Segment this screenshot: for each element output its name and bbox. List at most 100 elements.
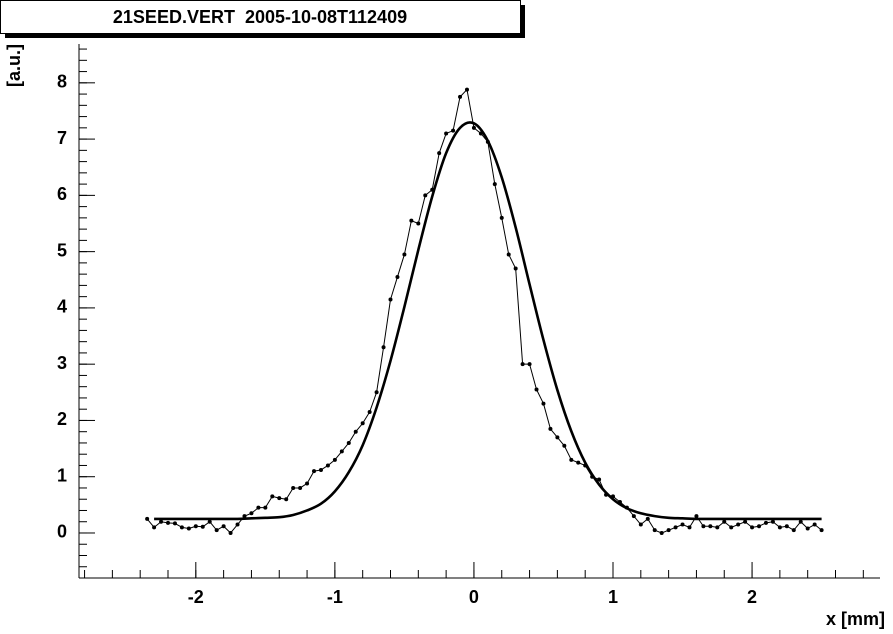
data-point (652, 528, 657, 533)
data-point (645, 516, 650, 521)
y-tick-label: 6 (57, 184, 67, 204)
data-point (770, 519, 775, 524)
data-point (186, 526, 191, 531)
data-point (527, 362, 532, 367)
x-tick-label: 0 (469, 587, 479, 607)
data-point (249, 511, 254, 516)
data-point (325, 463, 330, 468)
data-point (221, 524, 226, 529)
data-point (680, 522, 685, 527)
y-tick-label: 4 (57, 297, 67, 317)
data-point (791, 528, 796, 533)
data-point (374, 390, 379, 395)
fit-curve (154, 121, 822, 521)
data-point (166, 520, 170, 525)
data-point (381, 345, 386, 350)
x-tick-label: -2 (188, 587, 204, 607)
data-point (214, 528, 219, 533)
data-point (666, 528, 671, 533)
data-point (520, 362, 525, 367)
data-point (757, 524, 762, 529)
data-point (701, 524, 706, 529)
data-point (395, 274, 400, 279)
data-point (805, 526, 810, 531)
chart-title: 21SEED.VERT 2005-10-08T112409 (113, 7, 407, 27)
data-point (207, 519, 212, 524)
data-point (819, 528, 824, 533)
data-point (346, 440, 351, 445)
data-point (722, 519, 727, 524)
y-tick-label: 3 (57, 353, 67, 373)
data-point (423, 193, 428, 198)
data-point (458, 94, 463, 99)
data-point (555, 435, 560, 440)
y-axis-label: [a.u.] (4, 44, 24, 87)
data-point (305, 481, 310, 486)
data-point (631, 514, 636, 519)
data-point (541, 401, 546, 406)
x-tick-label: 1 (608, 587, 618, 607)
data-point (318, 467, 323, 472)
data-point (798, 519, 803, 524)
data-point (743, 519, 748, 524)
data-point (277, 496, 282, 501)
data-point (784, 524, 789, 529)
data-point (715, 525, 720, 530)
data-point (492, 182, 497, 187)
data-point (353, 429, 358, 434)
data-point (360, 421, 365, 426)
data-point (597, 477, 602, 482)
data-point (145, 516, 150, 521)
data-point (388, 297, 393, 302)
data-point (464, 87, 469, 92)
x-axis-label: x [mm] (826, 609, 885, 629)
data-point (499, 215, 504, 220)
title-box (0, 0, 521, 34)
y-tick-label: 5 (57, 240, 67, 260)
data-point (332, 457, 337, 462)
data-point (444, 131, 449, 136)
y-tick-label: 8 (57, 72, 67, 92)
x-tick-label: 2 (747, 587, 757, 607)
data-point (179, 525, 184, 530)
data-point (673, 525, 678, 530)
data-point (659, 530, 664, 535)
data-point (812, 522, 817, 527)
data-point (263, 505, 268, 510)
data-point (298, 485, 303, 490)
data-line (146, 89, 822, 534)
data-point (694, 514, 699, 519)
data-point (193, 524, 198, 529)
x-tick-label: -1 (327, 587, 343, 607)
data-point (638, 522, 643, 527)
data-point (339, 449, 344, 454)
y-tick-label: 2 (57, 409, 67, 429)
data-point (451, 128, 456, 133)
data-point (777, 525, 782, 530)
data-point (471, 125, 476, 130)
data-point (291, 485, 296, 490)
data-point (235, 522, 240, 527)
data-point (736, 522, 741, 527)
data-point (729, 525, 734, 530)
data-point (312, 469, 317, 474)
data-point (228, 530, 233, 535)
data-point (763, 520, 768, 525)
data-point (367, 410, 372, 415)
data-point (506, 252, 511, 257)
data-point (284, 497, 289, 502)
data-point (576, 460, 581, 465)
data-point (750, 525, 755, 530)
data-point (562, 443, 567, 448)
data-point (708, 524, 713, 529)
y-tick-label: 0 (57, 522, 67, 542)
data-point (534, 387, 539, 392)
data-point (409, 218, 414, 223)
data-point (152, 525, 157, 530)
data-point (172, 521, 177, 526)
data-point (416, 221, 421, 226)
y-tick-label: 1 (57, 465, 67, 485)
data-point (242, 514, 247, 519)
data-point (159, 519, 164, 524)
